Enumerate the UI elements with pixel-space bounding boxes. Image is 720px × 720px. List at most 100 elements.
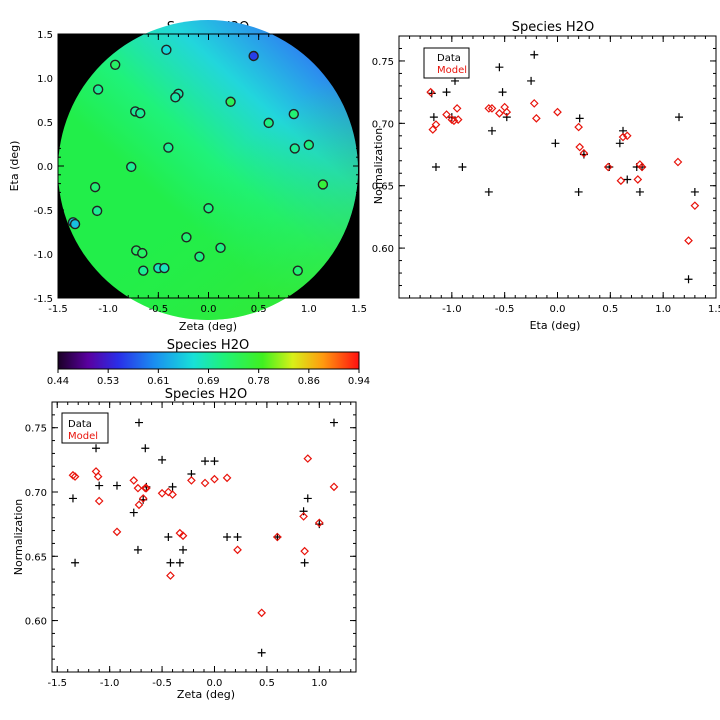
- zeta-data-point: [233, 533, 242, 541]
- eta-ytick-label: 0.60: [372, 244, 394, 255]
- eta-xtick-label: -0.5: [495, 304, 515, 315]
- map-point: [159, 262, 170, 274]
- map-point: [137, 247, 148, 259]
- zeta-model-point: [129, 476, 139, 485]
- colorbar-tick-label: 0.44: [47, 376, 69, 387]
- eta-xtick-label: 1.0: [655, 304, 671, 315]
- eta-model-point: [637, 162, 647, 172]
- zeta-data-point: [201, 457, 210, 466]
- eta-model-point: [502, 107, 512, 117]
- eta-xtick-label: 0.0: [550, 304, 566, 315]
- zeta-ytick-label: 0.75: [25, 424, 47, 435]
- zeta-model-point: [299, 512, 308, 521]
- map-point: [170, 92, 181, 103]
- zeta-model-point: [112, 527, 122, 537]
- zeta-data-point: [179, 545, 188, 554]
- eta-model-point: [487, 104, 497, 113]
- eta-model-point: [603, 162, 613, 172]
- map-point: [163, 142, 174, 153]
- eta-model-point: [484, 104, 494, 113]
- colorbar-tick-label: 0.86: [298, 376, 320, 387]
- eta-model-point: [684, 236, 693, 245]
- eta-data-point: [495, 63, 504, 72]
- map-xtick-label: 1.0: [301, 304, 317, 315]
- zeta-data-point: [71, 558, 80, 567]
- eta-model-point: [529, 99, 539, 108]
- eta-xtick-label: 0.5: [602, 304, 618, 315]
- map-point: [181, 232, 192, 243]
- zeta-legend-model: Model: [68, 431, 98, 442]
- zeta-data-point: [300, 558, 309, 567]
- zeta-data-point: [223, 533, 232, 541]
- zeta-model-point: [70, 472, 80, 481]
- zeta-data-point: [68, 494, 77, 503]
- eta-model-point: [426, 87, 436, 97]
- eta-data-point: [498, 88, 507, 97]
- map-point: [91, 205, 103, 217]
- zeta-xtick-label: 0.5: [259, 678, 275, 689]
- eta-model-point: [431, 120, 441, 129]
- map-xtick-label: -1.0: [98, 304, 118, 315]
- eta-legend-model: Model: [437, 65, 467, 76]
- zeta-xtick-label: -0.5: [152, 678, 172, 689]
- map-point: [135, 107, 146, 119]
- colorbar: [57, 351, 360, 370]
- eta-ytick-label: 0.65: [372, 182, 394, 193]
- map-ytick-label: 0.0: [37, 162, 53, 173]
- map-ytick-label: -0.5: [33, 206, 53, 217]
- zeta-model-point: [157, 488, 167, 498]
- eta-data-point: [429, 113, 438, 122]
- eta-model-point: [575, 142, 585, 152]
- map-ytick-label: -1.5: [33, 294, 53, 305]
- zeta-model-point: [314, 518, 324, 528]
- eta-model-point: [673, 157, 683, 167]
- zeta-data-point: [329, 418, 338, 427]
- eta-model-point: [633, 175, 643, 184]
- zeta-xlabel: Zeta (deg): [177, 688, 235, 701]
- zeta-data-point: [257, 648, 266, 657]
- eta-model-point: [442, 110, 451, 119]
- eta-data-point: [690, 187, 699, 196]
- eta-model-point: [449, 116, 459, 126]
- map-point: [126, 161, 137, 173]
- eta-chart-title: Species H2O: [512, 20, 594, 35]
- zeta-model-point: [93, 472, 103, 481]
- eta-data-point: [635, 187, 644, 196]
- zeta-model-point: [134, 500, 144, 510]
- zeta-ytick-label: 0.65: [25, 552, 47, 563]
- eta-legend-box: [423, 47, 470, 79]
- eta-data-point: [484, 187, 493, 196]
- zeta-data-point: [299, 507, 308, 516]
- map-point: [263, 117, 274, 129]
- eta-model-point: [452, 104, 462, 113]
- zeta-model-point: [210, 474, 219, 484]
- map-field-overlay: [58, 20, 358, 320]
- zeta-model-point: [133, 483, 143, 493]
- zeta-model-point: [178, 531, 188, 541]
- map-point: [289, 143, 300, 154]
- zeta-ytick-label: 0.60: [25, 617, 47, 628]
- colorbar-tick-label: 0.53: [97, 376, 119, 387]
- zeta-model-point: [329, 482, 339, 492]
- map-ytick-label: -1.0: [33, 250, 53, 261]
- colorbar-tick-label: 0.61: [147, 376, 169, 387]
- zeta-model-point: [140, 483, 150, 493]
- map-ytick-label: 1.0: [37, 74, 53, 85]
- map-xlabel: Zeta (deg): [179, 320, 237, 333]
- map-point: [215, 242, 226, 254]
- eta-data-point: [458, 163, 467, 171]
- map-point: [292, 265, 303, 276]
- eta-model-point: [622, 131, 632, 141]
- zeta-model-point: [94, 496, 104, 506]
- eta-model-point: [690, 201, 700, 211]
- zeta-data-point: [164, 533, 173, 541]
- zeta-model-point: [300, 546, 309, 556]
- zeta-data-point: [112, 481, 121, 490]
- zeta-data-point: [175, 558, 184, 567]
- zeta-data-point: [168, 482, 177, 491]
- eta-data-point: [527, 76, 536, 85]
- zeta-xtick-label: 0.0: [207, 678, 223, 689]
- zeta-ytick-label: 0.70: [25, 488, 47, 499]
- eta-model-point: [428, 125, 438, 134]
- eta-model-point: [579, 148, 589, 158]
